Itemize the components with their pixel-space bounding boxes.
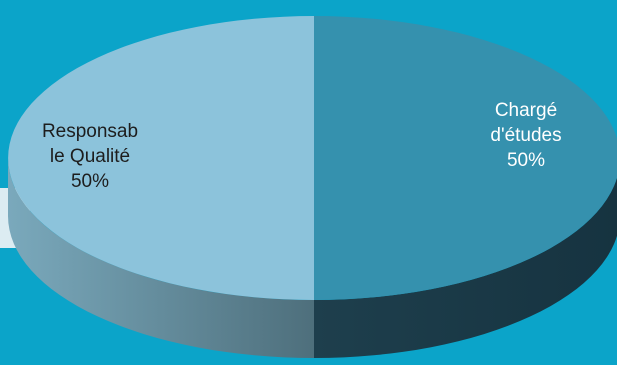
pie-slice-0 <box>8 16 314 300</box>
pie-slice-1 <box>314 16 617 300</box>
pie-slice-side-1 <box>314 177 617 358</box>
slice-label-line: d'études <box>490 125 562 146</box>
slice-label-line: le Qualité <box>49 146 131 167</box>
slice-label-responsable-qualite: Responsab le Qualité 50% <box>20 119 160 194</box>
slice-label-charge-etudes: Chargé d'études 50% <box>456 98 596 173</box>
slice-label-value: 50% <box>506 150 546 171</box>
slice-label-line: Chargé <box>494 100 558 121</box>
slice-label-line: Responsab <box>41 121 139 142</box>
pie-slice-side-0 <box>8 158 314 358</box>
slice-label-value: 50% <box>70 171 110 192</box>
